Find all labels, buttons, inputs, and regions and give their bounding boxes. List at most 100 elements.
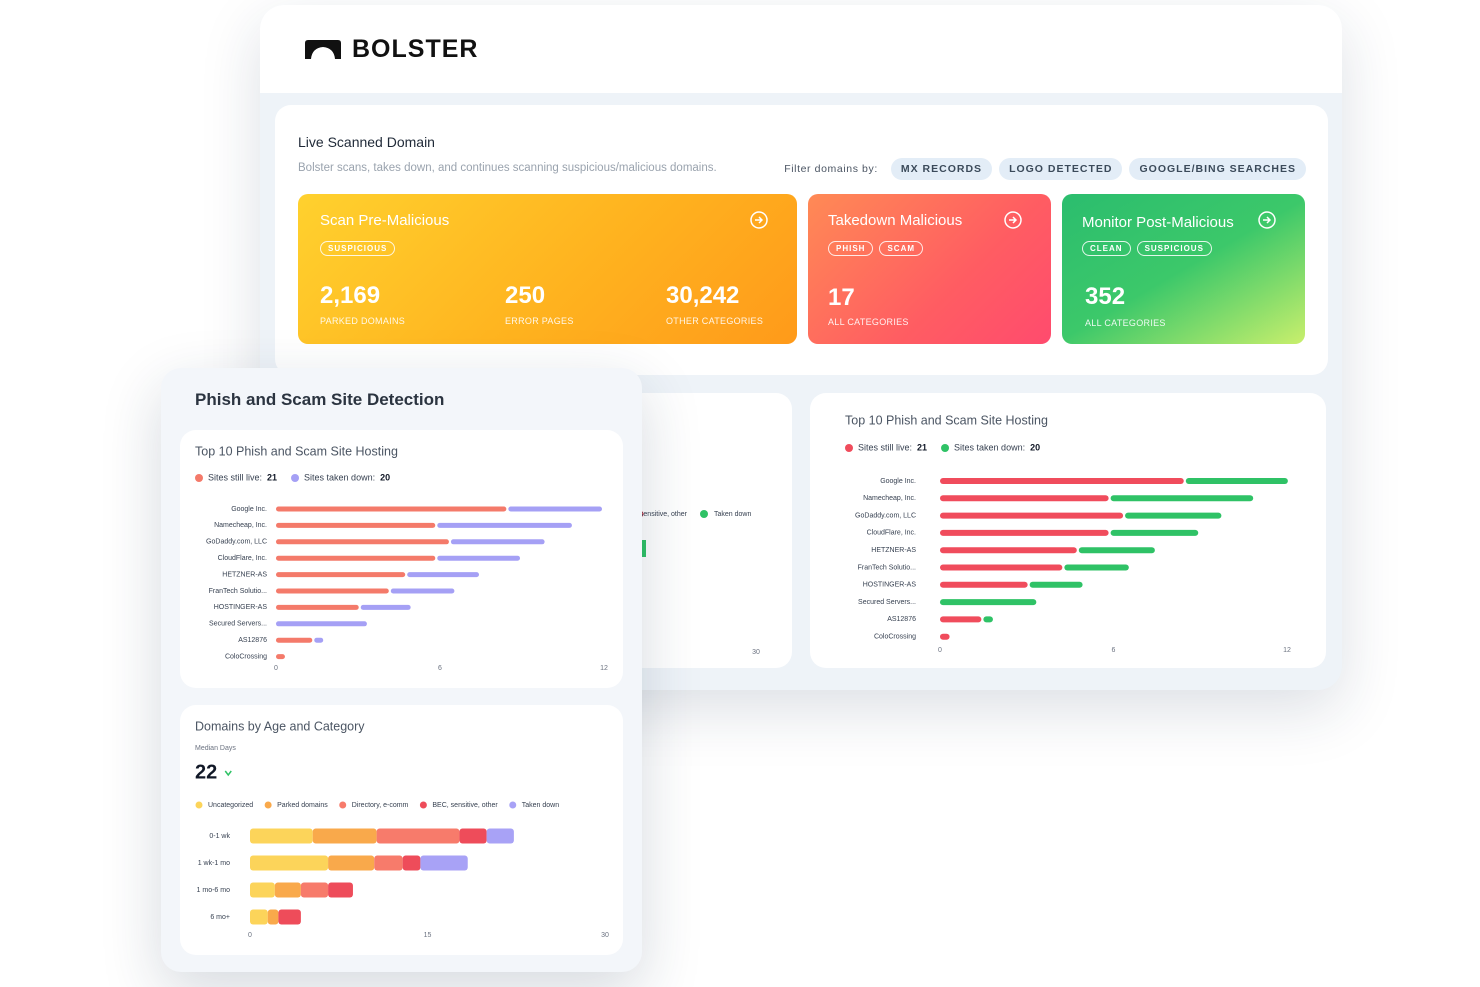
y-tick-label: HETZNER-AS: [222, 571, 267, 578]
logo-icon: [305, 40, 341, 59]
bar-segment: [940, 512, 1124, 519]
bar-segment: [250, 828, 313, 844]
x-tick-label: 0: [274, 665, 278, 672]
y-tick-label: GoDaddy.com, LLC: [206, 539, 267, 546]
bar-segment: [1064, 564, 1129, 571]
open-arrow[interactable]: [1257, 210, 1277, 230]
chart-card: Top 10 Phish and Scam Site Hosting Sites …: [810, 393, 1326, 668]
y-tick-label: Secured Servers...: [858, 599, 916, 606]
bar-segment: [276, 588, 389, 594]
chart: Domains by Age and Category Median Days 22…: [195, 719, 609, 939]
bar-segment: [940, 633, 950, 640]
legend-label: BEC, sensitive, other: [622, 511, 688, 518]
bar-segment: [940, 616, 982, 623]
trend-down-icon: [224, 770, 232, 777]
bar-segment: [328, 882, 353, 898]
panel-title: Phish and Scam Site Detection: [195, 390, 445, 409]
legend-label: Taken down: [714, 511, 751, 518]
bar-segment: [276, 604, 359, 610]
x-tick-label: 15: [424, 932, 432, 939]
bar-segment: [250, 855, 329, 871]
filter-pill[interactable]: MX RECORDS: [890, 158, 993, 180]
summary-card[interactable]: Scan Pre-Malicious SUSPICIOUS 2,169 PARKED …: [298, 194, 797, 344]
legend-dot: [195, 474, 203, 482]
stat-label: ALL CATEGORIES: [1085, 318, 1166, 328]
filter-pill[interactable]: LOGO DETECTED: [999, 158, 1123, 180]
header: BOLSTER: [260, 5, 1342, 93]
y-tick-label: 1 wk-1 mo: [198, 860, 230, 867]
y-tick-label: FranTech Solutio...: [209, 588, 267, 595]
logo: BOLSTER: [352, 35, 479, 63]
stat-label: PARKED DOMAINS: [320, 316, 406, 326]
bar-segment: [940, 495, 1109, 502]
bar-segment: [250, 909, 268, 925]
bar-segment: [450, 539, 545, 545]
legend-label: Taken down: [522, 802, 559, 809]
tag: SCAM: [879, 241, 924, 256]
bar-segment: [360, 604, 411, 610]
bar-segment: [276, 572, 406, 578]
y-tick-label: AS12876: [238, 637, 267, 644]
legend-dot: [941, 444, 950, 452]
filter-pill[interactable]: GOOGLE/BING SEARCHES: [1129, 158, 1306, 180]
legend-label: BEC, sensitive, other: [432, 802, 498, 809]
stat-value: 250: [505, 282, 546, 309]
y-tick-label: CloudFlare, Inc.: [218, 555, 267, 562]
legend-dot: [700, 510, 708, 518]
legend-dot: [845, 444, 853, 452]
x-tick-label: 0: [938, 647, 942, 654]
legend-dot: [509, 801, 517, 809]
y-tick-label: Namecheap, Inc.: [863, 495, 916, 502]
y-tick-label: 1 mo-6 mo: [197, 887, 231, 894]
bar-segment: [276, 637, 313, 643]
bar-segment: [437, 522, 572, 528]
bar-segment: [376, 828, 460, 844]
bar-segment: [312, 828, 377, 844]
y-tick-label: HOSTINGER-AS: [863, 582, 917, 589]
bar-segment: [278, 909, 301, 925]
bar-segment: [940, 478, 1184, 484]
stat-value: 352: [1085, 283, 1126, 310]
legend-label: Sites still live:: [208, 472, 262, 482]
bar-segment: [276, 555, 436, 561]
bar-segment: [1185, 478, 1288, 484]
chart: Top 10 Phish and Scam Site Hosting Sites …: [845, 413, 1291, 654]
y-tick-label: AS12876: [887, 616, 916, 623]
legend-label: Uncategorized: [208, 802, 253, 809]
legend-label: Sites still live:: [858, 442, 912, 452]
legend-dot: [264, 801, 272, 809]
y-tick-label: Secured Servers...: [209, 621, 267, 628]
summary-card[interactable]: Takedown Malicious PHISH SCAM 17 ALL CATEGOR…: [808, 194, 1051, 344]
x-tick-label: 12: [600, 665, 608, 672]
open-arrow[interactable]: [1003, 210, 1023, 230]
live-scan-section: Live Scanned Domain Bolster scans, takes…: [275, 105, 1328, 375]
x-tick-label: 30: [752, 649, 760, 656]
bar-segment: [940, 529, 1109, 536]
summary-card[interactable]: Monitor Post-Malicious CLEAN SUSPICIOUS 352…: [1062, 194, 1305, 344]
y-tick-label: ColoCrossing: [225, 653, 267, 660]
tags: SUSPICIOUS: [320, 241, 396, 256]
tag: PHISH: [828, 241, 874, 256]
legend-total: 21: [267, 472, 277, 482]
legend-total: 20: [380, 472, 390, 482]
legend-total: 21: [917, 442, 927, 452]
filters: Filter domains by: MX RECORDS LOGO DETECT…: [784, 158, 1306, 180]
filter-label: Filter domains by:: [784, 163, 878, 175]
dashboard-panel: BOLSTER Live Scanned Domain Bolster scan…: [260, 5, 1342, 690]
card-title: Takedown Malicious: [828, 212, 963, 229]
chart-card: Top 10 Phish and Scam Site Hosting Sites …: [180, 430, 623, 688]
section-title: Live Scanned Domain: [298, 134, 435, 150]
bar-segment: [437, 555, 520, 561]
bar-segment: [940, 547, 1077, 554]
stat-value: 30,242: [666, 282, 740, 309]
y-tick-label: Google Inc.: [231, 506, 267, 513]
x-tick-label: 6: [438, 665, 442, 672]
y-tick-label: Google Inc.: [880, 478, 916, 485]
bar-segment: [486, 828, 514, 844]
stat-label: ALL CATEGORIES: [828, 317, 909, 327]
bar-segment: [983, 616, 993, 623]
open-arrow[interactable]: [749, 210, 769, 230]
stat-value: 2,169: [320, 282, 381, 309]
bar-segment: [300, 882, 329, 898]
bar-segment: [407, 572, 479, 578]
